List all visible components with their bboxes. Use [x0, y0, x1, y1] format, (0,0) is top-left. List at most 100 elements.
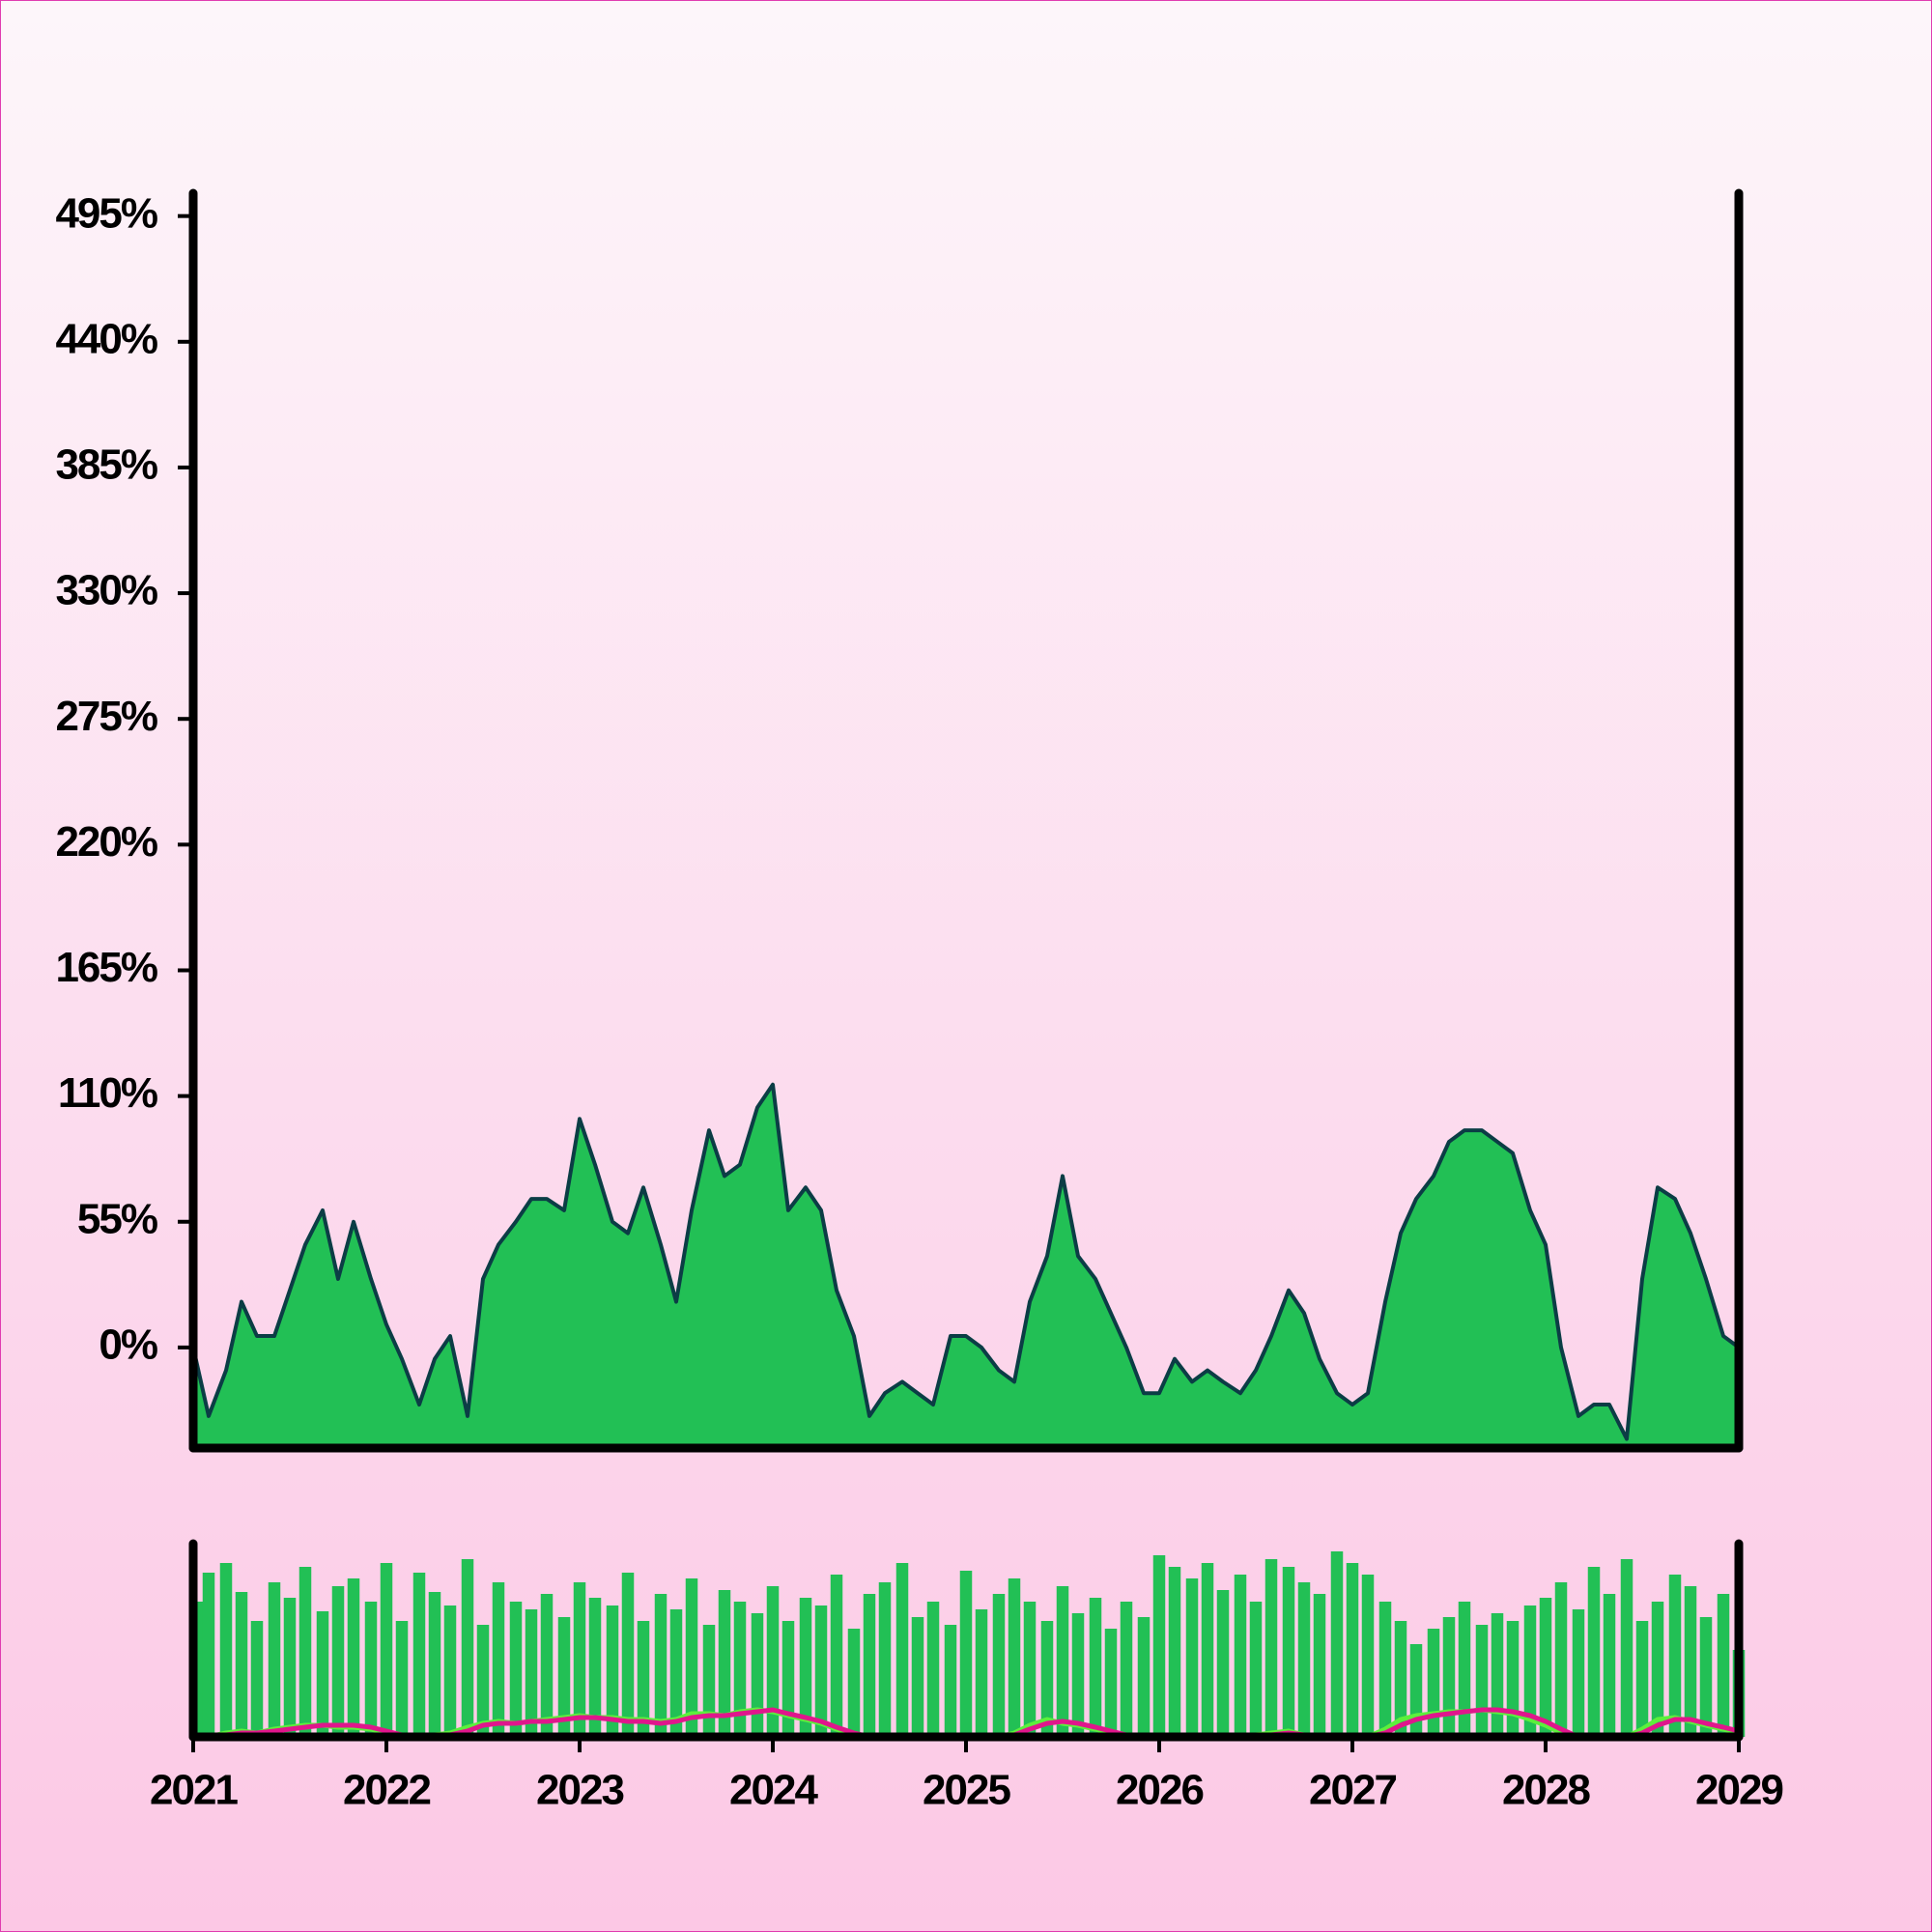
bar: [1491, 1613, 1504, 1737]
bar: [975, 1609, 988, 1737]
bar: [219, 1563, 233, 1737]
bar: [1717, 1594, 1730, 1737]
x-tick-label: 2024: [729, 1767, 818, 1814]
x-tick-label: 2023: [536, 1767, 623, 1814]
bar: [895, 1563, 909, 1737]
bar: [1458, 1602, 1471, 1737]
bar: [1120, 1602, 1133, 1737]
x-tick-label: 2029: [1695, 1767, 1782, 1814]
x-tick-label: 2025: [923, 1767, 1010, 1814]
bar: [476, 1625, 490, 1737]
x-tick-label: 2027: [1309, 1767, 1396, 1814]
bar: [1282, 1567, 1295, 1737]
bar: [298, 1567, 312, 1737]
bar: [1137, 1617, 1151, 1737]
bar: [202, 1573, 215, 1737]
bar: [1313, 1594, 1326, 1737]
bar: [1523, 1605, 1537, 1737]
bar: [316, 1611, 329, 1737]
bar: [1201, 1563, 1214, 1737]
bar: [557, 1617, 571, 1737]
bar: [1475, 1625, 1489, 1737]
bar: [911, 1617, 924, 1737]
bar: [1071, 1613, 1085, 1737]
bar: [1699, 1617, 1713, 1737]
area-line: [191, 1082, 1741, 1441]
bar: [669, 1609, 683, 1737]
bar: [235, 1592, 248, 1737]
x-tick-label: 2021: [150, 1767, 238, 1814]
area: [193, 1084, 1739, 1448]
bar: [1264, 1559, 1278, 1737]
bar: [1427, 1629, 1440, 1737]
bar: [443, 1605, 457, 1737]
bar: [1442, 1617, 1456, 1737]
bar: [1651, 1602, 1664, 1737]
y-tick-label: 275%: [55, 693, 156, 740]
bar: [944, 1625, 957, 1737]
bar: [1587, 1567, 1601, 1737]
bar: [428, 1592, 441, 1737]
bar: [364, 1602, 378, 1737]
bar: [1620, 1559, 1634, 1737]
bar: [1185, 1578, 1199, 1737]
y-tick-label: 385%: [55, 441, 156, 489]
bar: [1603, 1594, 1616, 1737]
bar: [799, 1598, 812, 1737]
y-tick-label: 165%: [55, 944, 156, 991]
bar: [1346, 1563, 1359, 1737]
bar: [685, 1578, 698, 1737]
bar: [461, 1559, 474, 1737]
bar: [1040, 1621, 1054, 1737]
bar: [1539, 1598, 1552, 1737]
bar: [878, 1582, 892, 1737]
bar: [637, 1621, 650, 1737]
bar: [1297, 1582, 1311, 1737]
bar: [1361, 1575, 1375, 1737]
bar: [654, 1594, 668, 1737]
bar: [1635, 1621, 1649, 1737]
y-tick-label: 495%: [55, 189, 156, 237]
y-tick-label: 0%: [99, 1321, 156, 1369]
bar: [847, 1629, 861, 1737]
bar: [1152, 1555, 1166, 1737]
bar: [1378, 1602, 1392, 1737]
bar: [606, 1605, 619, 1737]
bar: [1104, 1629, 1118, 1737]
bar: [751, 1613, 764, 1737]
bar: [1554, 1582, 1568, 1737]
bar: [331, 1586, 345, 1737]
bar: [588, 1598, 602, 1737]
bar: [412, 1573, 426, 1737]
x-tick-label: 2026: [1116, 1767, 1203, 1814]
bar: [702, 1625, 716, 1737]
bar: [268, 1582, 281, 1737]
bar: [1216, 1590, 1230, 1737]
y-tick-label: 110%: [58, 1069, 157, 1117]
bar: [573, 1582, 586, 1737]
bar: [347, 1578, 360, 1737]
bar: [1572, 1609, 1585, 1737]
bar: [1668, 1575, 1682, 1737]
bar: [509, 1602, 523, 1737]
bar: [1008, 1578, 1021, 1737]
bar: [959, 1571, 973, 1737]
y-tick-label: 220%: [55, 818, 156, 866]
bar: [492, 1582, 505, 1737]
bar: [781, 1621, 795, 1737]
bar: [718, 1590, 731, 1737]
bar: [380, 1563, 393, 1737]
bar: [525, 1609, 538, 1737]
bar: [540, 1594, 554, 1737]
bar: [1249, 1602, 1263, 1737]
bar: [1023, 1602, 1037, 1737]
bar: [766, 1586, 780, 1737]
bar: [1056, 1586, 1069, 1737]
bar: [1168, 1567, 1181, 1737]
bar: [250, 1621, 264, 1737]
bar: [621, 1573, 635, 1737]
bar: [1394, 1621, 1407, 1737]
bar: [1506, 1621, 1520, 1737]
